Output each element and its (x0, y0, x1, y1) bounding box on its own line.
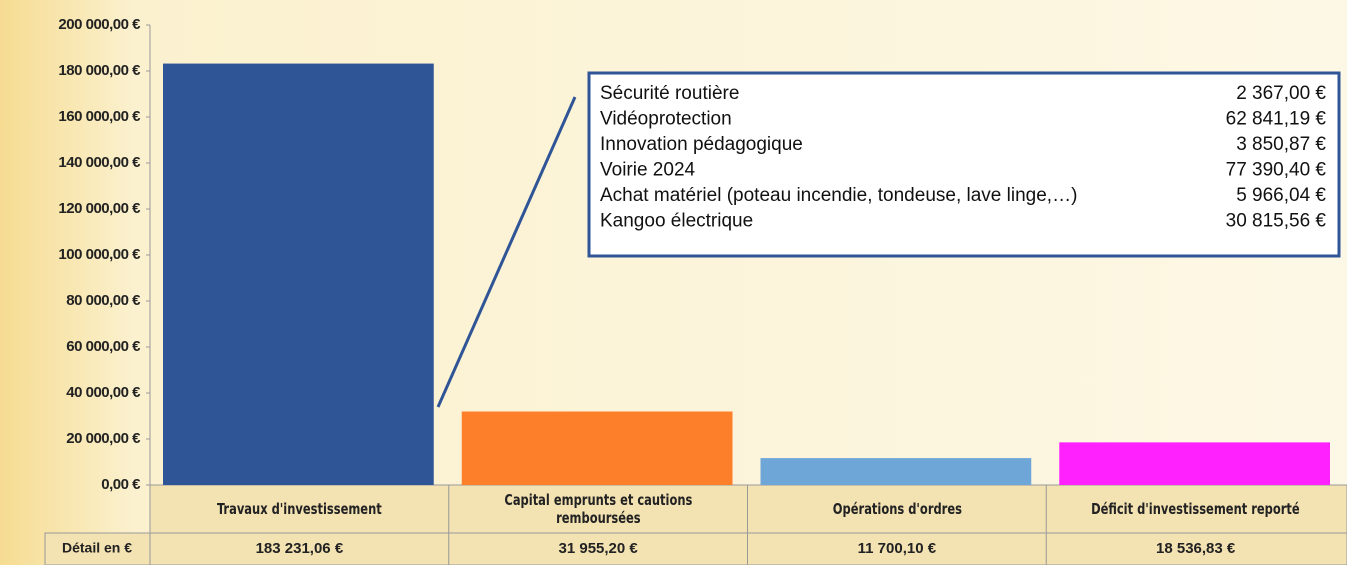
y-tick-label: 20 000,00 € (66, 430, 141, 447)
value-label: 18 536,83 € (1156, 540, 1236, 557)
category-cell: Déficit d'investissement reporté (1091, 500, 1300, 518)
bar (760, 458, 1032, 485)
callout-item: Sécurité routière (600, 83, 739, 104)
callout-item: Achat matériel (poteau incendie, tondeus… (600, 185, 1077, 206)
callout-amount: 77 390,40 € (1226, 160, 1327, 181)
y-tick-label: 160 000,00 € (58, 108, 141, 125)
category-cell: Travaux d'investissement (216, 500, 382, 518)
bar (1059, 442, 1330, 485)
callout-item: Voirie 2024 (600, 160, 696, 181)
y-tick-label: 200 000,00 € (58, 16, 141, 33)
callout-item: Kangoo électrique (600, 211, 753, 232)
category-label: Déficit d'investissement reporté (1091, 500, 1300, 518)
category-cell: Opérations d'ordres (832, 500, 962, 518)
category-label: Travaux d'investissement (216, 500, 382, 518)
value-label: 183 231,06 € (256, 540, 344, 557)
value-label: 11 700,10 € (858, 540, 937, 557)
y-tick-label: 120 000,00 € (58, 200, 141, 217)
y-tick-label: 180 000,00 € (58, 62, 141, 79)
callout-line (436, 96, 577, 408)
y-tick-label: 140 000,00 € (58, 154, 141, 171)
y-tick-label: 100 000,00 € (58, 246, 141, 263)
y-tick-label: 60 000,00 € (66, 338, 141, 355)
y-tick-label: 80 000,00 € (66, 292, 141, 309)
table-value-row (44, 532, 1347, 565)
bar (163, 63, 434, 485)
callout-amount: 30 815,56 € (1226, 211, 1327, 232)
bar (461, 411, 733, 485)
y-tick-label: 40 000,00 € (66, 384, 141, 401)
callout-amount: 2 367,00 € (1236, 83, 1326, 104)
callout-box (587, 71, 1341, 258)
category-cell: Capital emprunts et cautions remboursées (504, 491, 693, 527)
callout-amount: 62 841,19 € (1226, 109, 1327, 130)
category-label: Opérations d'ordres (832, 500, 962, 518)
callout-item: Innovation pédagogique (600, 134, 803, 155)
value-label: 31 955,20 € (559, 540, 639, 557)
category-label: Capital emprunts et cautions remboursées (504, 491, 693, 527)
y-tick-label: 0,00 € (101, 476, 141, 493)
callout-amount: 3 850,87 € (1236, 134, 1326, 155)
callout-item: Vidéoprotection (600, 109, 732, 130)
callout-amount: 5 966,04 € (1236, 185, 1326, 206)
table-row-label: Détail en € (62, 540, 132, 556)
